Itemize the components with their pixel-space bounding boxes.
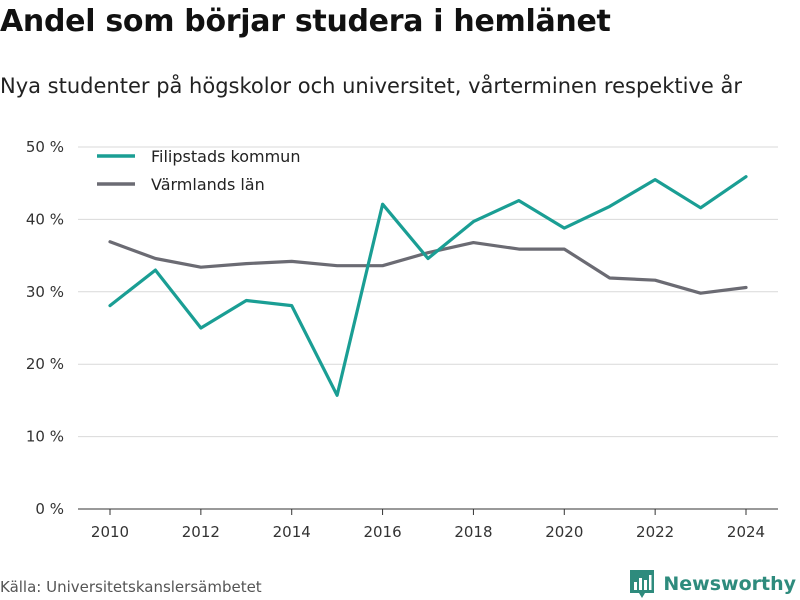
y-tick-label: 0 % bbox=[35, 500, 64, 518]
source-note: Källa: Universitetskanslersämbetet bbox=[0, 578, 262, 596]
x-tick-label: 2016 bbox=[363, 523, 401, 541]
y-tick-label: 20 % bbox=[26, 355, 64, 373]
y-tick-label: 50 % bbox=[26, 138, 64, 156]
x-tick-label: 2010 bbox=[91, 523, 129, 541]
series-line-värmlands-län bbox=[108, 240, 748, 295]
x-tick-label: 2014 bbox=[273, 523, 311, 541]
y-tick-label: 30 % bbox=[26, 283, 64, 301]
x-tick-label: 2018 bbox=[454, 523, 492, 541]
legend-label: Värmlands län bbox=[151, 175, 265, 194]
brand-name: Newsworthy bbox=[663, 573, 796, 595]
x-tick-label: 2022 bbox=[636, 523, 674, 541]
x-tick-label: 2020 bbox=[545, 523, 583, 541]
brand-logo: Newsworthy bbox=[629, 568, 796, 600]
series-line-filipstads-kommun bbox=[108, 175, 748, 397]
legend-label: Filipstads kommun bbox=[151, 147, 300, 166]
line-chart: 0 % 10 % 20 % 30 % 40 % 50 % 2010 2012 2014 2016 2… bbox=[26, 138, 778, 541]
x-tick-label: 2024 bbox=[727, 523, 765, 541]
chart-title: Andel som börjar studera i hemlänet bbox=[0, 4, 611, 39]
chart-subtitle: Nya studenter på högskolor och universit… bbox=[0, 74, 742, 98]
newsworthy-logo-icon bbox=[630, 570, 655, 598]
x-tick-label: 2012 bbox=[182, 523, 220, 541]
y-tick-label: 10 % bbox=[26, 428, 64, 446]
y-tick-label: 40 % bbox=[26, 210, 64, 228]
